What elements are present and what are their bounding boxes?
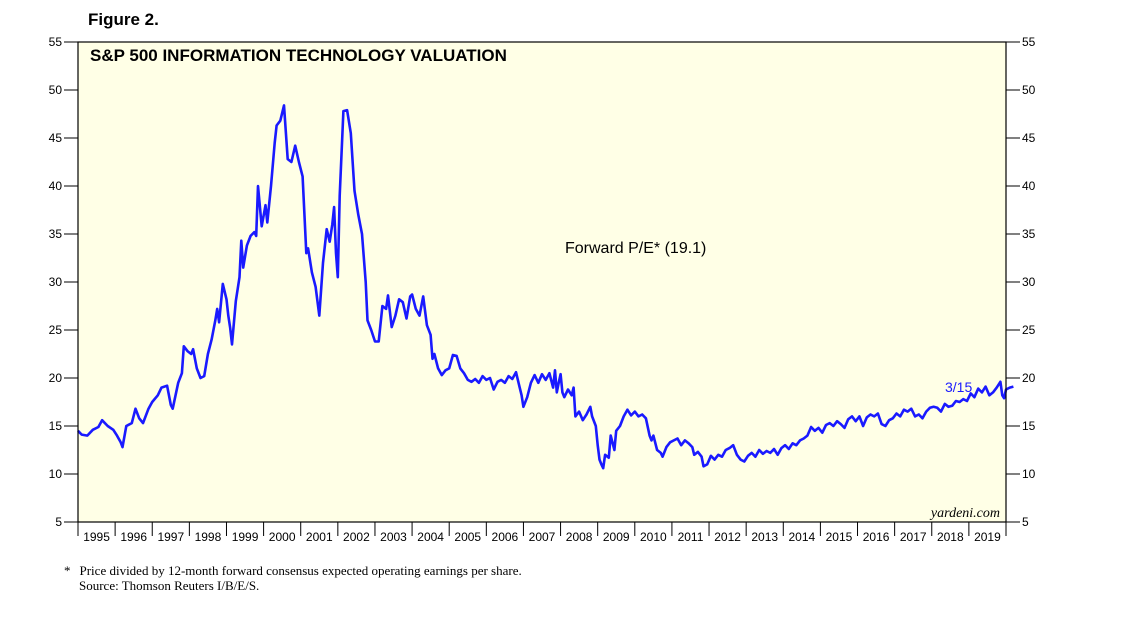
y-tick-label-right: 55 [1022,35,1036,49]
plot-background [78,42,1006,522]
y-tick-label-left: 35 [49,227,63,241]
x-tick-label: 2010 [640,530,667,544]
y-tick-label-right: 30 [1022,275,1036,289]
x-tick-label: 2019 [974,530,1001,544]
x-tick-label: 1998 [195,530,222,544]
x-tick-label: 2004 [417,530,444,544]
x-tick-label: 2002 [343,530,370,544]
y-axis-right: 5 10 15 20 25 30 35 40 45 50 55 [1006,35,1036,529]
source-note: Source: Thomson Reuters I/B/E/S. [79,578,260,593]
y-tick-label-left: 10 [49,467,63,481]
plot-border [77,41,1007,523]
y-tick-label-left: 45 [49,131,63,145]
footnote-text: Price divided by 12-month forward consen… [79,563,522,578]
x-tick-label: 2017 [900,530,927,544]
figure-label: Figure 2. [88,10,159,29]
x-tick-label: 2012 [714,530,741,544]
watermark: yardeni.com [929,506,1000,521]
x-tick-label: 2011 [678,530,704,544]
x-tick-label: 2013 [751,530,778,544]
x-tick-label: 2008 [566,530,593,544]
y-tick-label-left: 55 [49,35,63,49]
y-tick-label-right: 50 [1022,83,1036,97]
x-tick-label: 2001 [306,530,333,544]
y-tick-label-right: 15 [1022,419,1036,433]
y-tick-label-left: 15 [49,419,63,433]
series-label: Forward P/E* (19.1) [565,240,706,257]
x-tick-label: 2006 [492,530,519,544]
y-tick-label-right: 40 [1022,179,1036,193]
y-tick-label-left: 20 [49,371,63,385]
y-tick-label-left: 5 [55,515,62,529]
x-tick-label: 2009 [603,530,630,544]
x-tick-label: 1999 [232,530,259,544]
chart-title: S&P 500 INFORMATION TECHNOLOGY VALUATION [90,46,507,65]
end-date-label: 3/15 [945,379,972,395]
x-tick-label: 1996 [120,530,147,544]
x-tick-label: 2003 [380,530,407,544]
footnote-star: * [64,563,71,578]
y-tick-label-right: 45 [1022,131,1036,145]
y-tick-label-right: 10 [1022,467,1036,481]
y-tick-label-left: 30 [49,275,63,289]
footnote: * Price divided by 12-month forward conse… [64,563,522,579]
x-tick-label: 2005 [454,530,481,544]
y-tick-label-left: 40 [49,179,63,193]
forward-pe-line [77,104,1014,470]
x-axis: 1995 1996 1997 1998 1999 2000 2001 2002 2003 2004… [77,522,1007,544]
y-tick-label-left: 25 [49,323,63,337]
y-tick-label-right: 35 [1022,227,1036,241]
x-tick-label: 2015 [826,530,853,544]
y-axis-left: 5 10 15 20 25 30 35 40 45 50 55 [49,35,78,529]
x-tick-label: 2018 [937,530,964,544]
y-tick-label-right: 25 [1022,323,1036,337]
y-tick-label-right: 5 [1022,515,1029,529]
x-tick-label: 2007 [529,530,556,544]
x-tick-label: 2000 [269,530,296,544]
x-tick-label: 1995 [83,530,110,544]
y-tick-label-left: 50 [49,83,63,97]
x-tick-label: 2016 [863,530,890,544]
x-tick-label: 2014 [788,530,815,544]
y-tick-label-right: 20 [1022,371,1036,385]
x-tick-label: 1997 [157,530,184,544]
